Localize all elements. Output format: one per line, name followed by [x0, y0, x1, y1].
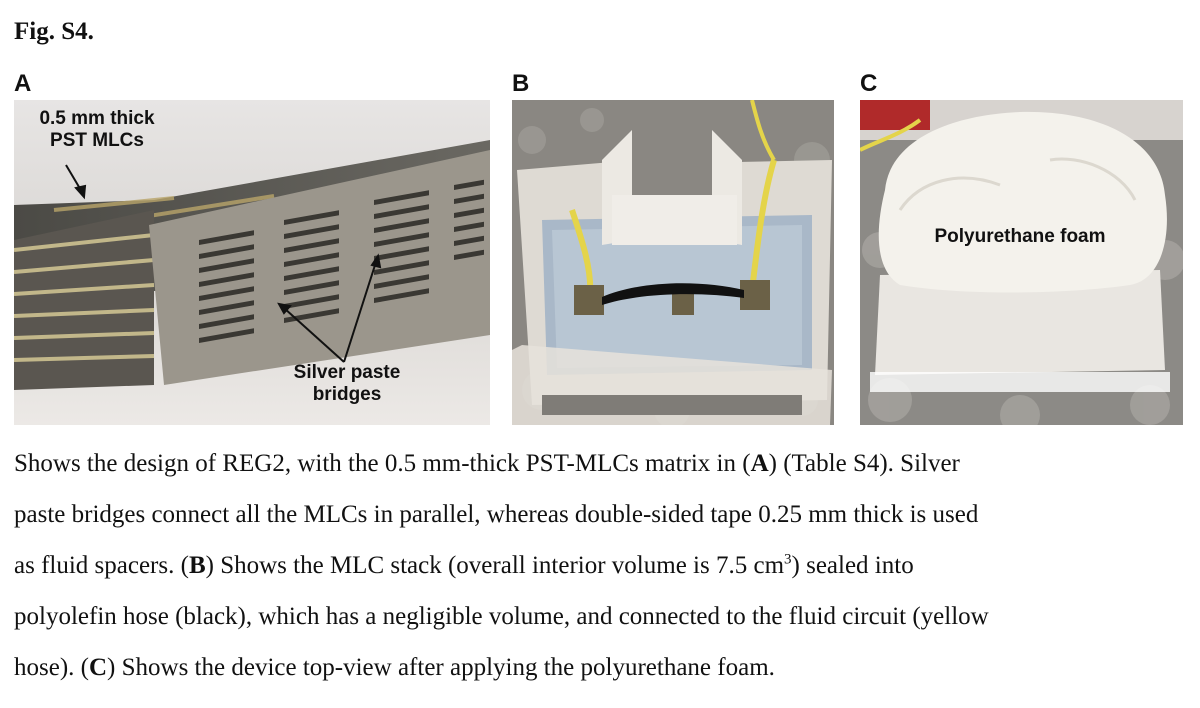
- caption-line-5: hose). (C) Shows the device top-view aft…: [14, 654, 775, 681]
- caption-line-1: Shows the design of REG2, with the 0.5 m…: [14, 450, 960, 477]
- label-mlc-thickness: 0.5 mm thick: [39, 108, 155, 129]
- caption-line-2: paste bridges connect all the MLCs in pa…: [14, 501, 979, 528]
- figure-title: Fig. S4.: [14, 18, 94, 45]
- panel-a-photo: 0.5 mm thick PST MLCs Silver paste bridg…: [14, 100, 490, 425]
- panel-c-photo: Polyurethane foam: [860, 100, 1183, 425]
- label-silver-paste: Silver paste: [293, 362, 401, 383]
- figure-caption: Shows the design of REG2, with the 0.5 m…: [14, 438, 1189, 693]
- panel-letter-b: B: [512, 70, 530, 97]
- caption-line-3: as fluid spacers. (B) Shows the MLC stac…: [14, 551, 914, 579]
- panel-b-photo: [512, 100, 834, 425]
- panel-letter-c: C: [860, 70, 878, 97]
- panel-letter-a: A: [14, 70, 32, 97]
- label-bridges: bridges: [312, 384, 382, 405]
- caption-line-4: polyolefin hose (black), which has a neg…: [14, 603, 989, 630]
- label-polyurethane-foam: Polyurethane foam: [934, 226, 1106, 247]
- label-pst-mlcs: PST MLCs: [50, 130, 144, 151]
